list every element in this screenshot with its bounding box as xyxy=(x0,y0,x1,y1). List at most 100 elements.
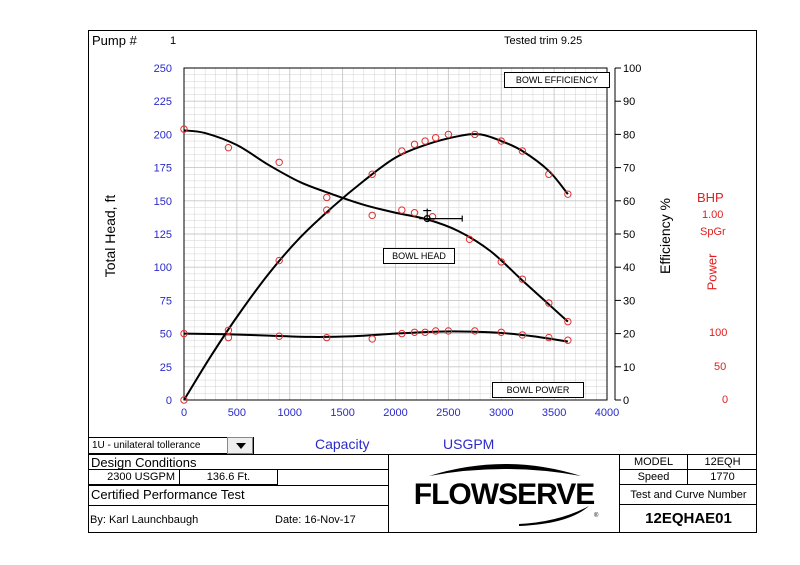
data-point xyxy=(545,333,553,342)
data-point xyxy=(497,328,505,336)
plot-border xyxy=(183,67,608,401)
data-point xyxy=(180,329,188,338)
test-curve-label: Test and Curve Number xyxy=(620,485,757,505)
curve-bowl-power xyxy=(183,330,569,343)
design-head: 136.6 Ft. xyxy=(180,470,278,485)
data-point xyxy=(497,258,505,266)
data-point xyxy=(275,332,283,340)
data-point xyxy=(497,137,505,145)
left-axis-title: Total Head, ft xyxy=(102,194,118,278)
data-point xyxy=(518,275,527,283)
x-tick-label: 3500 xyxy=(542,407,566,419)
data-point xyxy=(518,331,527,339)
data-point xyxy=(323,193,331,202)
power-curve-label: BOWL POWER xyxy=(492,382,584,398)
chart-axes: 0 500 1000 1500 2000 2500 3000 3500 400002550751… xyxy=(154,63,642,419)
y-tick-label: 125 xyxy=(154,229,172,241)
x-tick-label: 1500 xyxy=(330,407,354,419)
y-tick-label: 175 xyxy=(154,163,172,175)
design-point-marker xyxy=(419,208,463,223)
design-conditions-title: Design Conditions xyxy=(88,455,388,470)
capacity-label: Capacity xyxy=(315,436,370,452)
data-point xyxy=(444,327,453,335)
data-point xyxy=(471,327,479,335)
data-point xyxy=(275,256,283,265)
speed-label: Speed xyxy=(620,470,688,485)
y2-tick-label: 40 xyxy=(623,262,635,274)
data-point xyxy=(545,299,553,307)
data-point xyxy=(224,326,233,334)
curve-bowl-efficiency xyxy=(183,133,569,401)
data-point xyxy=(444,130,453,139)
y-tick-label: 25 xyxy=(160,362,172,374)
y2-tick-label: 10 xyxy=(623,362,635,374)
data-point xyxy=(275,158,283,166)
data-point xyxy=(564,190,572,198)
tested-trim: Tested trim 9.25 xyxy=(504,35,583,47)
curve-bowl-head xyxy=(183,129,569,323)
certified-test-title: Certified Performance Test xyxy=(88,485,388,505)
y2-tick-label: 60 xyxy=(623,196,635,208)
bhp-label: BHP xyxy=(697,190,724,205)
data-point xyxy=(368,170,376,178)
y2-tick-label: 70 xyxy=(623,163,635,175)
y2-tick-label: 50 xyxy=(623,229,635,241)
flowserve-logo: ® FLOWSERVE xyxy=(388,454,620,533)
y-tick-label: 0 xyxy=(166,395,172,407)
data-point xyxy=(398,206,406,214)
power-tick-50: 50 xyxy=(714,361,727,373)
head-curve-label: BOWL HEAD xyxy=(383,248,455,264)
data-point xyxy=(421,137,429,145)
y-tick-label: 100 xyxy=(154,262,172,274)
data-point xyxy=(323,333,331,342)
data-point xyxy=(421,328,429,336)
power-tick-100: 100 xyxy=(709,327,728,339)
data-point xyxy=(398,147,406,155)
svg-text:®: ® xyxy=(594,512,599,519)
data-point xyxy=(431,134,440,142)
tolerance-dropdown[interactable]: 1U - unilateral tollerance xyxy=(88,437,254,454)
pump-label: Pump # xyxy=(92,33,137,48)
y-tick-label: 75 xyxy=(160,295,172,307)
data-point xyxy=(410,140,419,149)
tolerance-dropdown-value: 1U - unilateral tollerance xyxy=(92,440,201,451)
data-point xyxy=(224,333,233,342)
data-point xyxy=(368,211,376,220)
spgr-label: SpGr xyxy=(700,226,726,238)
x-tick-label: 1000 xyxy=(278,407,302,419)
design-flow: 2300 USGPM xyxy=(88,470,180,485)
y-tick-label: 225 xyxy=(154,96,172,108)
data-point xyxy=(180,125,188,133)
logo-text: FLOWSERVE xyxy=(413,478,595,511)
spgr-value: 1.00 xyxy=(702,209,724,221)
logo-swoosh: ® xyxy=(429,464,599,526)
y2-tick-label: 90 xyxy=(623,96,635,108)
y2-tick-label: 0 xyxy=(623,395,629,407)
x-tick-label: 2000 xyxy=(383,407,407,419)
pump-number: 1 xyxy=(170,35,177,47)
chart-curves xyxy=(183,129,569,401)
y2-tick-label: 20 xyxy=(623,329,635,341)
design-point xyxy=(423,214,431,223)
y2-tick-label: 100 xyxy=(623,63,641,75)
chevron-down-icon[interactable] xyxy=(227,437,253,454)
efficiency-curve-label: BOWL EFFICIENCY xyxy=(504,72,610,88)
x-tick-label: 0 xyxy=(181,407,187,419)
x-tick-label: 2500 xyxy=(436,407,460,419)
test-curve-number: 12EQHAE01 xyxy=(645,510,732,527)
x-tick-label: 3000 xyxy=(489,407,513,419)
y2-tick-label: 80 xyxy=(623,129,635,141)
data-point xyxy=(518,147,527,155)
speed-value: 1770 xyxy=(688,470,757,485)
test-date: Date: 16-Nov-17 xyxy=(275,514,356,526)
chart-points xyxy=(180,125,572,404)
power-label: Power xyxy=(704,253,720,291)
tested-by: By: Karl Launchbaugh xyxy=(90,514,199,526)
data-point xyxy=(410,328,419,336)
data-point xyxy=(564,317,572,326)
footer-panel xyxy=(88,454,757,534)
data-point xyxy=(471,130,479,139)
data-point xyxy=(545,170,553,178)
report-frame xyxy=(88,30,757,533)
